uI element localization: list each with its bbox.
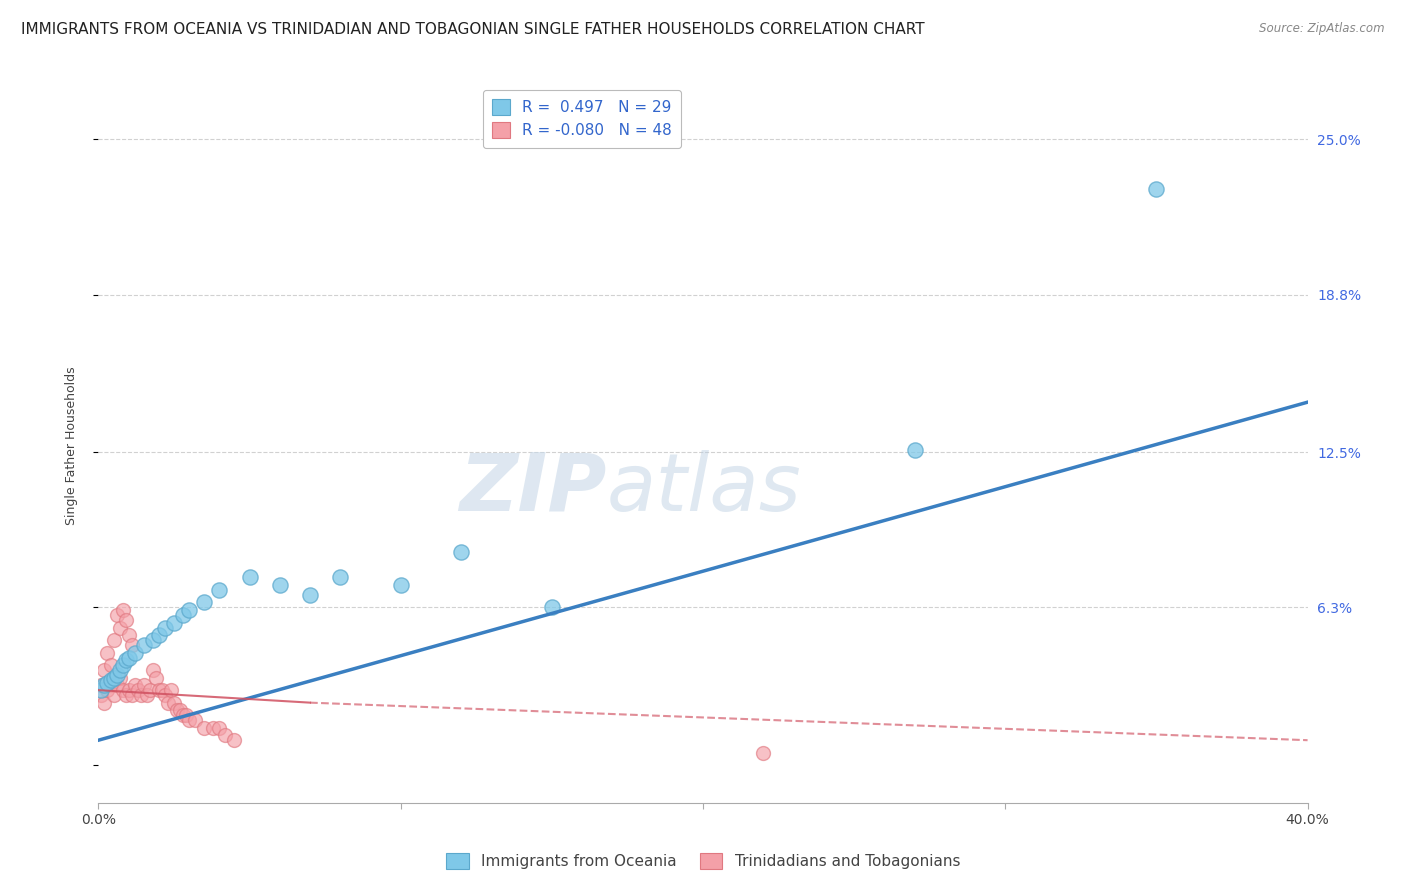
Point [90, 678, 112, 692]
Point [118, 683, 141, 698]
Point [184, 713, 207, 727]
Legend: Immigrants from Oceania, Trinidadians and Tobagonians: Immigrants from Oceania, Trinidadians an… [440, 847, 966, 875]
Point [114, 653, 136, 667]
Point [121, 688, 143, 702]
Point [96, 683, 118, 698]
Point [172, 708, 194, 723]
Point [752, 746, 775, 760]
Point [142, 633, 165, 648]
Point [145, 671, 167, 685]
Y-axis label: Single Father Households: Single Father Households [65, 367, 77, 525]
Point [108, 663, 131, 677]
Point [127, 683, 149, 698]
Point [103, 688, 125, 702]
Point [193, 595, 215, 609]
Point [148, 628, 170, 642]
Point [105, 668, 128, 682]
Point [103, 633, 125, 648]
Point [329, 570, 352, 584]
Point [93, 663, 115, 677]
Point [118, 628, 141, 642]
Text: IMMIGRANTS FROM OCEANIA VS TRINIDADIAN AND TOBAGONIAN SINGLE FATHER HOUSEHOLDS C: IMMIGRANTS FROM OCEANIA VS TRINIDADIAN A… [21, 22, 925, 37]
Point [114, 688, 136, 702]
Text: ZIP: ZIP [458, 450, 606, 528]
Point [904, 442, 927, 457]
Point [389, 578, 412, 592]
Point [172, 607, 194, 622]
Point [1144, 182, 1167, 196]
Point [135, 688, 157, 702]
Point [224, 733, 246, 747]
Point [132, 678, 155, 692]
Point [163, 696, 186, 710]
Point [174, 708, 197, 723]
Point [105, 607, 128, 622]
Point [450, 545, 472, 559]
Point [90, 688, 112, 702]
Text: Source: ZipAtlas.com: Source: ZipAtlas.com [1260, 22, 1385, 36]
Point [111, 683, 134, 698]
Point [153, 688, 176, 702]
Point [156, 696, 179, 710]
Point [111, 603, 134, 617]
Point [132, 638, 155, 652]
Point [269, 578, 291, 592]
Point [208, 721, 231, 735]
Point [121, 638, 143, 652]
Point [160, 683, 183, 698]
Point [100, 678, 122, 692]
Point [148, 683, 170, 698]
Point [202, 721, 225, 735]
Point [239, 570, 262, 584]
Point [169, 703, 191, 717]
Point [124, 646, 146, 660]
Text: atlas: atlas [606, 450, 801, 528]
Point [166, 703, 188, 717]
Point [100, 673, 122, 687]
Point [163, 615, 186, 630]
Point [150, 683, 173, 698]
Point [108, 621, 131, 635]
Point [139, 683, 162, 698]
Point [124, 678, 146, 692]
Point [103, 671, 125, 685]
Point [118, 650, 141, 665]
Point [153, 621, 176, 635]
Point [142, 663, 165, 677]
Point [540, 600, 562, 615]
Point [93, 696, 115, 710]
Point [179, 603, 201, 617]
Point [108, 671, 131, 685]
Point [179, 713, 201, 727]
Point [129, 688, 152, 702]
Point [100, 658, 122, 673]
Point [96, 646, 118, 660]
Point [93, 678, 115, 692]
Point [114, 613, 136, 627]
Point [96, 675, 118, 690]
Point [208, 582, 231, 597]
Point [105, 678, 128, 692]
Point [193, 721, 215, 735]
Point [214, 728, 236, 742]
Point [90, 683, 112, 698]
Point [111, 658, 134, 673]
Legend: R =  0.497   N = 29, R = -0.080   N = 48: R = 0.497 N = 29, R = -0.080 N = 48 [482, 90, 682, 148]
Point [299, 588, 322, 602]
